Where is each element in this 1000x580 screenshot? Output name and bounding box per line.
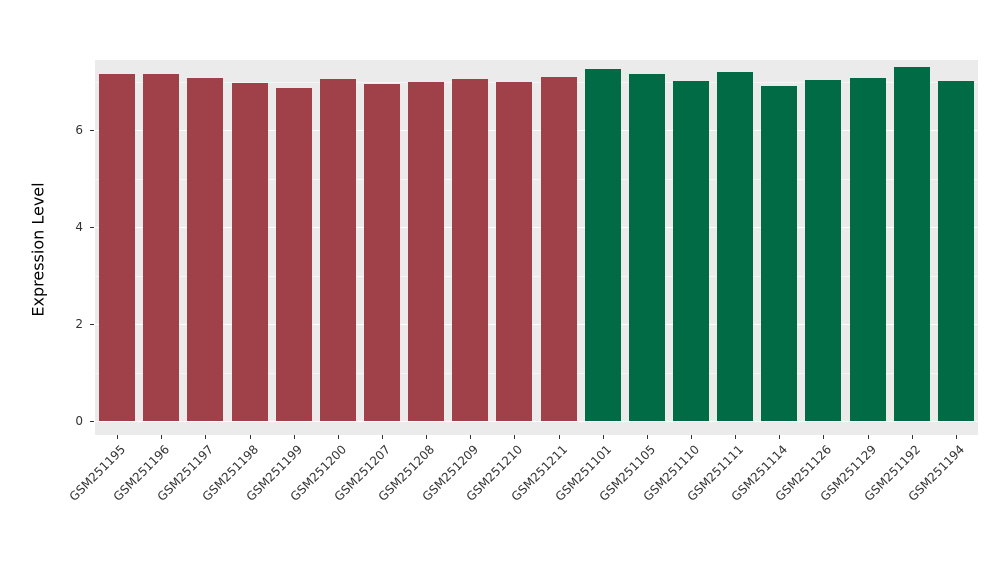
x-tick-mark <box>161 435 163 439</box>
y-tick-mark <box>90 130 94 131</box>
gridline-minor <box>95 372 978 374</box>
gridline-major <box>95 324 978 325</box>
x-tick-mark <box>646 435 648 439</box>
x-tick-mark <box>205 435 207 439</box>
x-tick-mark <box>779 435 781 439</box>
y-tick-label: 4 <box>75 220 83 234</box>
y-tick-label: 0 <box>75 414 83 428</box>
gridline-major <box>95 227 978 228</box>
x-tick-mark <box>823 435 825 439</box>
plot-panel <box>95 60 978 435</box>
bar-GSM251196 <box>143 74 180 421</box>
x-tick-mark <box>337 435 339 439</box>
bar-GSM251114 <box>761 86 798 421</box>
x-tick-mark <box>470 435 472 439</box>
y-axis-title: Expression Level <box>28 182 48 317</box>
bar-GSM251192 <box>893 66 930 421</box>
x-tick-mark <box>911 435 913 439</box>
bar-GSM251210 <box>496 81 533 421</box>
y-tick-mark <box>90 421 94 422</box>
bar-GSM251211 <box>540 76 577 421</box>
y-tick-mark <box>90 227 94 228</box>
y-tick-label: 6 <box>75 123 83 137</box>
bar-GSM251195 <box>99 74 136 421</box>
gridline-major <box>95 421 978 422</box>
bar-GSM251111 <box>717 71 754 421</box>
bar-GSM251105 <box>628 74 665 421</box>
x-tick-mark <box>867 435 869 439</box>
bar-GSM251129 <box>849 77 886 421</box>
bar-GSM251207 <box>363 83 400 421</box>
x-tick-mark <box>293 435 295 439</box>
x-tick-mark <box>426 435 428 439</box>
bar-GSM251126 <box>805 79 842 421</box>
x-tick-mark <box>691 435 693 439</box>
gridline-minor <box>95 275 978 277</box>
bar-GSM251208 <box>408 81 445 421</box>
x-tick-mark <box>602 435 604 439</box>
x-tick-mark <box>735 435 737 439</box>
bar-GSM251110 <box>673 80 710 421</box>
bar-GSM251199 <box>275 87 312 421</box>
bar-GSM251197 <box>187 77 224 421</box>
bar-GSM251194 <box>937 80 974 421</box>
x-tick-mark <box>117 435 119 439</box>
bar-GSM251198 <box>231 82 268 421</box>
x-tick-mark <box>249 435 251 439</box>
bar-GSM251101 <box>584 69 621 421</box>
y-tick-mark <box>90 324 94 325</box>
gridline-minor <box>95 81 978 83</box>
gridline-minor <box>95 178 978 180</box>
x-tick-mark <box>514 435 516 439</box>
bar-GSM251200 <box>319 78 356 421</box>
x-tick-mark <box>955 435 957 439</box>
x-tick-mark <box>381 435 383 439</box>
gridline-major <box>95 130 978 131</box>
bar-GSM251209 <box>452 79 489 421</box>
y-tick-label: 2 <box>75 317 83 331</box>
x-tick-mark <box>558 435 560 439</box>
